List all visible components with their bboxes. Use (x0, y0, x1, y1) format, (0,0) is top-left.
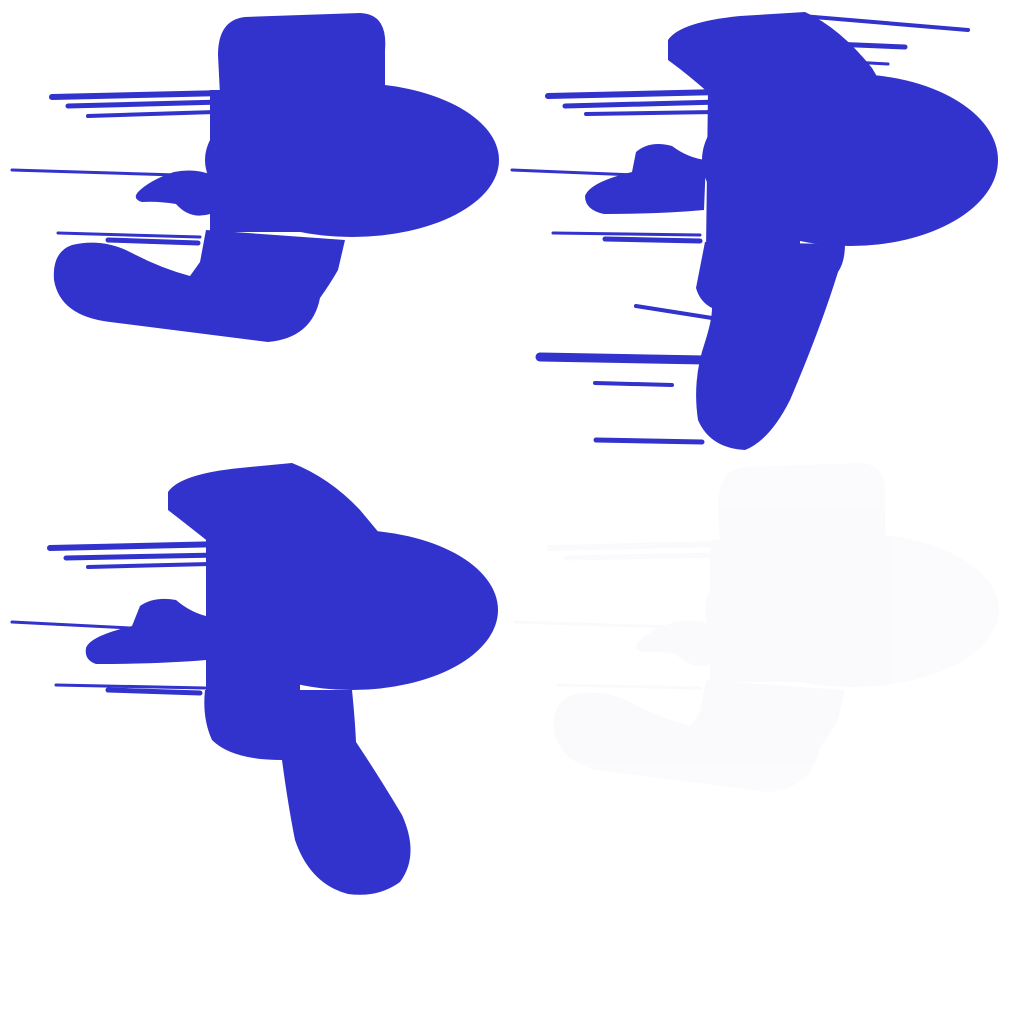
torso-shape (706, 90, 800, 250)
figure-body (85, 463, 498, 895)
arm-shape (585, 144, 706, 214)
arm-shape (135, 170, 212, 216)
speed-lines (510, 13, 970, 445)
torso-shape (210, 90, 300, 232)
leg-shape (53, 230, 346, 342)
figure-body (585, 12, 998, 450)
speed-lines (10, 90, 228, 246)
cap-shape (718, 463, 885, 545)
torso-shape (206, 540, 300, 700)
speed-lines (10, 541, 228, 696)
sprite-frame-2 (510, 12, 998, 450)
leg-shape (696, 242, 845, 450)
arm-shape (85, 598, 206, 664)
torso-shape (710, 540, 800, 682)
cap-shape (168, 463, 385, 547)
leg-shape (204, 690, 411, 895)
figure-body (53, 13, 499, 342)
sprite-frame-3 (10, 463, 498, 895)
speed-lines (515, 544, 725, 688)
cap-shape (218, 13, 386, 95)
leg-shape (554, 680, 845, 792)
sprite-frame-4 (515, 463, 999, 792)
sprite-frame-1 (10, 13, 499, 342)
figure-body (554, 463, 999, 792)
